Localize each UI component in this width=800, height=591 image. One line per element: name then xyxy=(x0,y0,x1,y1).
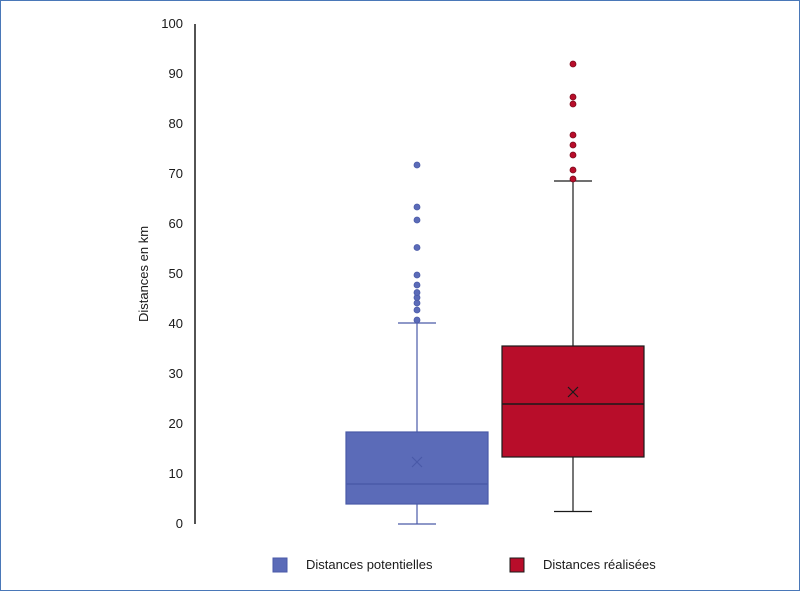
y-axis-title: Distances en km xyxy=(136,226,151,322)
y-tick-label-50: 50 xyxy=(169,266,183,281)
box-potentielles xyxy=(345,161,489,525)
outlier-point-realisees-1 xyxy=(569,166,577,174)
iqr-box-potentielles xyxy=(345,431,489,505)
outlier-point-realisees-5 xyxy=(569,100,577,108)
iqr-box-realisees xyxy=(501,345,645,458)
outlier-point-potentielles-1 xyxy=(413,306,421,314)
y-tick-label-90: 90 xyxy=(169,66,183,81)
legend-label-realisees: Distances réalisées xyxy=(543,557,656,572)
outlier-point-realisees-4 xyxy=(569,131,577,139)
outlier-point-potentielles-7 xyxy=(413,244,421,251)
outlier-point-potentielles-9 xyxy=(413,203,421,211)
outlier-point-potentielles-8 xyxy=(413,216,421,224)
legend: Distances potentielles Distances réalisé… xyxy=(272,557,656,573)
y-tick-label-60: 60 xyxy=(169,216,183,231)
y-tick-label-20: 20 xyxy=(169,416,183,431)
outlier-point-realisees-2 xyxy=(569,151,577,159)
outlier-point-realisees-0 xyxy=(569,175,577,183)
y-tick-label-70: 70 xyxy=(169,166,183,181)
outlier-point-potentielles-0 xyxy=(413,316,421,324)
y-tick-label-30: 30 xyxy=(169,366,183,381)
outlier-point-realisees-7 xyxy=(569,60,577,68)
legend-label-potentielles: Distances potentielles xyxy=(306,557,433,572)
box-realisees xyxy=(501,60,645,513)
box-series xyxy=(345,60,645,525)
outlier-point-realisees-3 xyxy=(569,141,577,149)
legend-swatch-realisees xyxy=(509,557,525,573)
mean-marker-potentielles xyxy=(411,456,423,468)
outlier-point-potentielles-6 xyxy=(413,271,421,279)
y-axis-ticks: 0 10 20 30 40 50 60 70 80 90 100 xyxy=(161,16,183,531)
y-tick-label-10: 10 xyxy=(169,466,183,481)
y-tick-label-80: 80 xyxy=(169,116,183,131)
outlier-point-potentielles-4 xyxy=(413,289,421,296)
legend-swatch-potentielles xyxy=(272,557,288,573)
y-tick-label-100: 100 xyxy=(161,16,183,31)
outlier-point-potentielles-10 xyxy=(413,161,421,169)
outlier-point-realisees-6 xyxy=(569,93,577,101)
y-tick-label-40: 40 xyxy=(169,316,183,331)
y-tick-label-0: 0 xyxy=(176,516,183,531)
outlier-point-potentielles-5 xyxy=(413,281,421,289)
mean-marker-realisees xyxy=(567,386,579,398)
